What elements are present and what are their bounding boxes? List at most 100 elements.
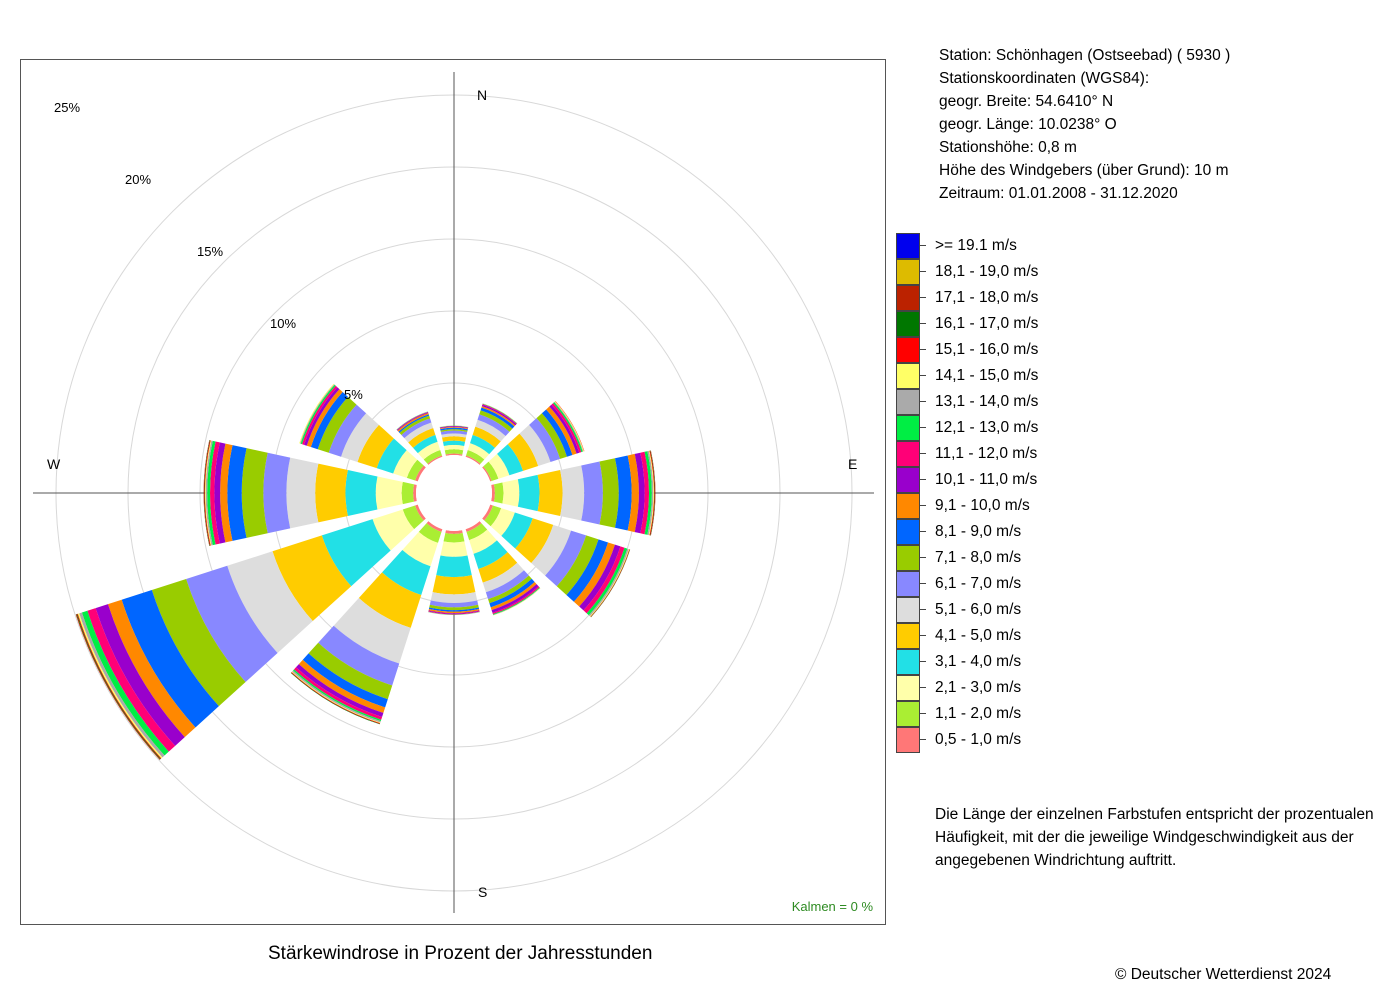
rose-segment bbox=[537, 470, 563, 516]
legend-swatch bbox=[896, 441, 920, 467]
rose-segment bbox=[428, 612, 480, 615]
rose-segment bbox=[306, 389, 343, 448]
rose-segment bbox=[203, 440, 210, 546]
rose-segment bbox=[415, 465, 426, 482]
rose-segment bbox=[647, 450, 654, 536]
legend-swatch bbox=[896, 493, 920, 519]
legend-label: 6,1 - 7,0 m/s bbox=[935, 575, 1022, 592]
legend-swatch bbox=[896, 363, 920, 389]
direction-label-n: N bbox=[477, 87, 488, 103]
rose-segment bbox=[220, 443, 233, 543]
rose-segment bbox=[107, 599, 196, 738]
rose-segment bbox=[358, 572, 422, 628]
rose-segment bbox=[477, 414, 510, 437]
rose-segment bbox=[413, 484, 417, 502]
legend-swatch bbox=[896, 623, 920, 649]
rose-segment bbox=[581, 461, 603, 525]
rose-segment bbox=[301, 385, 338, 445]
legend-swatch bbox=[896, 337, 920, 363]
rose-segment bbox=[531, 524, 572, 576]
legend-swatch bbox=[896, 285, 920, 311]
rose-segment bbox=[304, 387, 340, 446]
rose-segment bbox=[501, 512, 533, 549]
rose-segment bbox=[302, 653, 388, 708]
legend-tick bbox=[920, 323, 926, 324]
rose-segment bbox=[423, 449, 442, 464]
rose-segment bbox=[430, 592, 478, 603]
rose-segment bbox=[470, 434, 496, 455]
rose-segment bbox=[491, 584, 539, 613]
calm-circle bbox=[416, 455, 492, 531]
rose-segment bbox=[466, 523, 488, 541]
rose-segment bbox=[402, 531, 438, 567]
rose-segment bbox=[553, 402, 583, 453]
rose-segment bbox=[649, 450, 655, 536]
legend-swatch bbox=[896, 311, 920, 337]
rose-segment bbox=[465, 455, 481, 465]
rose-segment bbox=[488, 575, 532, 604]
rose-segment bbox=[480, 407, 515, 429]
rose-segment bbox=[519, 424, 551, 466]
legend-tick bbox=[920, 531, 926, 532]
direction-label-e: E bbox=[848, 456, 858, 472]
rose-segment bbox=[227, 551, 313, 653]
rose-segment bbox=[382, 549, 431, 595]
rose-segment bbox=[399, 415, 431, 435]
legend-tick bbox=[920, 687, 926, 688]
station-latitude: geogr. Breite: 54.6410° N bbox=[939, 93, 1114, 110]
rose-segment bbox=[481, 404, 517, 426]
rose-segment bbox=[402, 505, 424, 530]
rose-segment bbox=[442, 440, 466, 447]
rose-segment bbox=[560, 465, 585, 521]
rose-segment bbox=[428, 610, 480, 614]
rose-segment bbox=[586, 547, 628, 616]
rose-segment bbox=[443, 532, 465, 543]
rose-segment bbox=[481, 406, 516, 427]
legend-label: 5,1 - 6,0 m/s bbox=[935, 601, 1022, 618]
rose-segment bbox=[648, 450, 654, 536]
rose-segment bbox=[341, 413, 379, 463]
rose-segment bbox=[614, 455, 632, 531]
rose-segment bbox=[214, 442, 226, 544]
rose-segment bbox=[429, 600, 479, 608]
rose-segment bbox=[315, 463, 348, 523]
ring-label-15: 15% bbox=[197, 244, 224, 259]
rose-segment bbox=[627, 453, 639, 533]
rose-segment bbox=[490, 508, 515, 536]
legend-tick bbox=[920, 609, 926, 610]
rose-segment bbox=[440, 429, 468, 432]
legend-swatch bbox=[896, 727, 920, 753]
direction-label-s: S bbox=[478, 884, 488, 900]
rose-segment bbox=[488, 453, 510, 479]
explanation-note: Die Länge der einzelnen Farbstufen entsp… bbox=[935, 806, 1374, 869]
legend-label: 7,1 - 8,0 m/s bbox=[935, 549, 1022, 566]
legend-swatch bbox=[896, 519, 920, 545]
legend-swatch bbox=[896, 233, 920, 259]
legend-label: 16,1 - 17,0 m/s bbox=[935, 315, 1039, 332]
legend-label: 0,5 - 1,0 m/s bbox=[935, 731, 1022, 748]
rose-segment bbox=[484, 505, 502, 527]
legend-tick bbox=[920, 427, 926, 428]
rose-segment bbox=[428, 611, 480, 615]
rose-segment bbox=[429, 604, 479, 611]
legend-swatch bbox=[896, 701, 920, 727]
legend-tick bbox=[920, 713, 926, 714]
rose-segment bbox=[491, 484, 495, 502]
rose-segment bbox=[583, 546, 625, 614]
ring-label-25: 25% bbox=[54, 100, 81, 115]
legend-tick bbox=[920, 661, 926, 662]
rose-segment bbox=[345, 470, 378, 516]
legend-swatch bbox=[896, 571, 920, 597]
rose-segment bbox=[428, 607, 480, 612]
legend-swatch bbox=[896, 649, 920, 675]
legend-label: 10,1 - 11,0 m/s bbox=[935, 471, 1038, 488]
rose-segment bbox=[536, 413, 567, 459]
rose-segment bbox=[440, 427, 468, 431]
rose-segment bbox=[295, 664, 384, 718]
legend-tick bbox=[920, 635, 926, 636]
legend-tick bbox=[920, 271, 926, 272]
rose-segment bbox=[121, 590, 219, 728]
rose-segment bbox=[439, 426, 469, 429]
rose-segment bbox=[427, 455, 443, 465]
legend-label: 4,1 - 5,0 m/s bbox=[935, 627, 1022, 644]
